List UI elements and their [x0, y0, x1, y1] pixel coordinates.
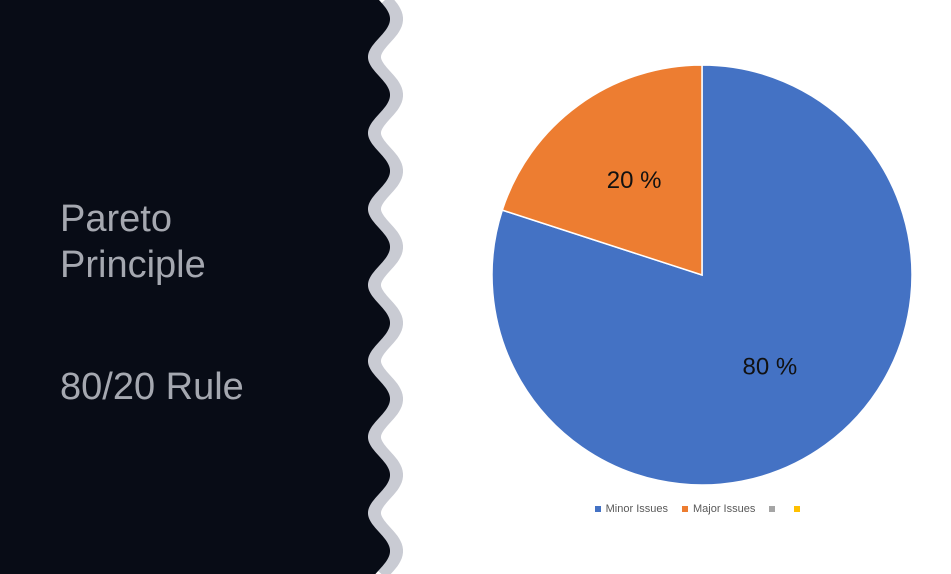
pie-data-label: 20 %	[607, 167, 662, 194]
title-line-2: Principle	[60, 244, 206, 286]
legend-item	[769, 506, 780, 512]
pie-data-label: 80 %	[743, 354, 798, 381]
legend-label: Major Issues	[693, 503, 756, 515]
wave-edge-border	[367, 0, 403, 574]
slide-title: Pareto Principle	[60, 196, 360, 288]
legend-swatch	[682, 506, 688, 512]
legend-item: Minor Issues	[594, 503, 668, 515]
wave-panel-fill	[0, 0, 390, 574]
slide-subtitle: 80/20 Rule	[60, 366, 244, 408]
legend-swatch	[769, 506, 776, 512]
legend-item	[794, 506, 805, 512]
chart-legend: Minor Issues Major Issues	[520, 500, 880, 518]
legend-label: Minor Issues	[605, 503, 668, 515]
legend-item: Major Issues	[682, 503, 755, 515]
legend-swatch	[594, 506, 601, 512]
legend-swatch	[794, 506, 801, 512]
title-line-1: Pareto	[60, 198, 172, 240]
pie-slice-major-issues	[501, 64, 703, 277]
